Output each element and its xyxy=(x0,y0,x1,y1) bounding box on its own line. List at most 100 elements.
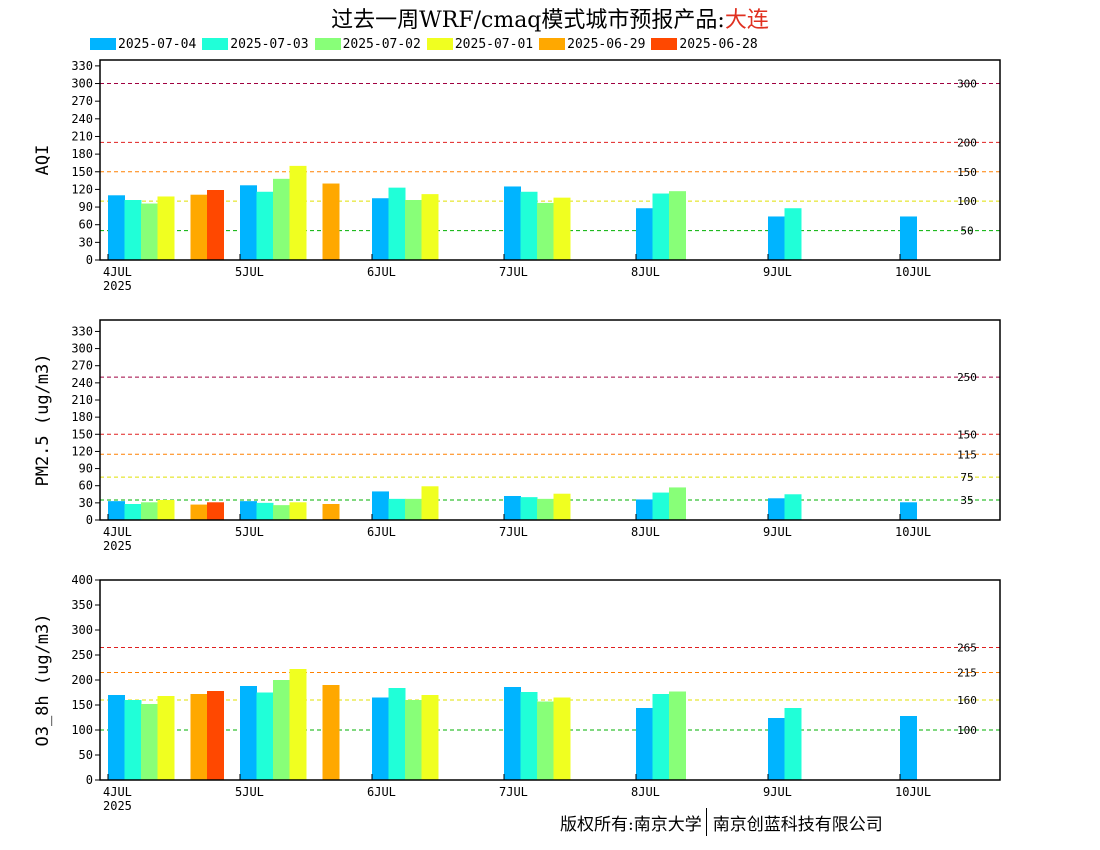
bar xyxy=(504,186,521,260)
x-tick-label: 10JUL xyxy=(895,785,931,799)
y-tick-label: 0 xyxy=(86,773,93,787)
threshold-label: 215 xyxy=(957,667,977,680)
bar xyxy=(537,202,554,260)
y-tick-label: 200 xyxy=(71,673,93,687)
y-tick-label: 330 xyxy=(71,324,93,338)
bar xyxy=(421,695,439,780)
chart-panel: 265 215 160 100 0 50 100 150 200 250 300 350 400 O3_8… xyxy=(33,573,1001,813)
bar xyxy=(669,191,686,260)
bar xyxy=(190,504,208,520)
threshold-label: 100 xyxy=(957,724,977,737)
y-axis-label: AQI xyxy=(33,145,53,176)
bar xyxy=(405,200,422,260)
y-tick-label: 300 xyxy=(71,623,93,637)
bar xyxy=(900,216,917,260)
bar xyxy=(537,701,554,780)
y-tick-label: 240 xyxy=(71,376,93,390)
y-tick-label: 120 xyxy=(71,182,93,196)
legend: 2025-07-04 2025-07-03 2025-07-02 2025-07-01… xyxy=(90,36,764,52)
y-tick-label: 180 xyxy=(71,147,93,161)
y-tick-label: 60 xyxy=(79,218,93,232)
x-tick-label: 10JUL xyxy=(895,265,931,279)
bar xyxy=(421,486,439,520)
footer-divider xyxy=(705,808,707,836)
y-tick-label: 30 xyxy=(79,235,93,249)
bar xyxy=(207,190,224,260)
bar xyxy=(768,216,785,260)
bar xyxy=(141,203,158,260)
bar xyxy=(553,697,571,780)
x-year-label: 2025 xyxy=(103,279,132,293)
bar xyxy=(372,198,389,260)
bar xyxy=(240,185,257,260)
title-city: 大连 xyxy=(724,8,769,33)
bar xyxy=(900,716,917,780)
bar xyxy=(322,504,340,520)
bar xyxy=(784,494,802,520)
y-tick-label: 50 xyxy=(79,748,93,762)
y-tick-label: 240 xyxy=(71,112,93,126)
y-tick-label: 300 xyxy=(71,77,93,91)
legend-swatch xyxy=(539,38,566,50)
bar xyxy=(157,196,175,260)
y-tick-label: 180 xyxy=(71,410,93,424)
bar xyxy=(141,502,158,520)
bar xyxy=(388,688,406,780)
bar xyxy=(273,178,290,260)
x-tick-label: 6JUL xyxy=(367,265,396,279)
threshold-label: 250 xyxy=(957,371,977,384)
y-tick-label: 300 xyxy=(71,342,93,356)
bar xyxy=(372,697,389,780)
bar xyxy=(207,502,224,520)
bar xyxy=(240,501,257,520)
legend-item: 2025-07-01 xyxy=(426,37,533,52)
threshold-label: 35 xyxy=(960,494,973,507)
legend-swatch xyxy=(314,38,341,50)
bar xyxy=(636,499,653,520)
bar xyxy=(289,669,307,780)
y-axis-label: O3_8h (ug/m3) xyxy=(33,613,53,746)
threshold-label: 200 xyxy=(957,136,977,149)
x-tick-label: 4JUL xyxy=(103,265,132,279)
legend-label: 2025-07-02 xyxy=(342,36,421,52)
bar xyxy=(784,708,802,780)
plot-frame xyxy=(99,59,1001,261)
threshold-label: 115 xyxy=(957,448,977,461)
bar xyxy=(207,691,224,780)
x-tick-label: 4JUL xyxy=(103,525,132,539)
legend-label: 2025-06-29 xyxy=(567,36,646,52)
y-axis-label: PM2.5 (ug/m3) xyxy=(33,353,53,486)
x-tick-label: 9JUL xyxy=(763,265,792,279)
y-tick-label: 330 xyxy=(71,59,93,73)
threshold-label: 100 xyxy=(957,195,977,208)
bar xyxy=(108,501,125,520)
bar xyxy=(273,505,290,520)
x-tick-label: 5JUL xyxy=(235,265,264,279)
y-tick-label: 270 xyxy=(71,359,93,373)
y-tick-label: 270 xyxy=(71,94,93,108)
x-tick-label: 9JUL xyxy=(763,785,792,799)
x-year-label: 2025 xyxy=(103,539,132,553)
threshold-label: 300 xyxy=(957,78,977,91)
legend-swatch xyxy=(202,38,229,50)
legend-item: 2025-07-04 xyxy=(90,37,196,52)
chart-panel: 250 150 115 75 35 0 30 60 90 120 150 180 210 240 270 30… xyxy=(33,319,1001,553)
bar xyxy=(768,498,785,520)
bar xyxy=(157,696,175,780)
threshold-label: 50 xyxy=(960,225,973,238)
bar xyxy=(537,498,554,520)
bar xyxy=(652,492,670,520)
x-tick-label: 4JUL xyxy=(103,785,132,799)
x-tick-label: 6JUL xyxy=(367,525,396,539)
plot-frame xyxy=(99,319,1001,521)
x-tick-label: 7JUL xyxy=(499,265,528,279)
threshold-label: 150 xyxy=(957,166,977,179)
bar xyxy=(322,685,340,780)
legend-label: 2025-07-03 xyxy=(230,36,309,52)
y-tick-label: 350 xyxy=(71,598,93,612)
bar xyxy=(240,686,257,780)
bar xyxy=(157,500,175,520)
bar xyxy=(108,695,125,780)
bar xyxy=(504,687,521,780)
bar xyxy=(405,498,422,520)
